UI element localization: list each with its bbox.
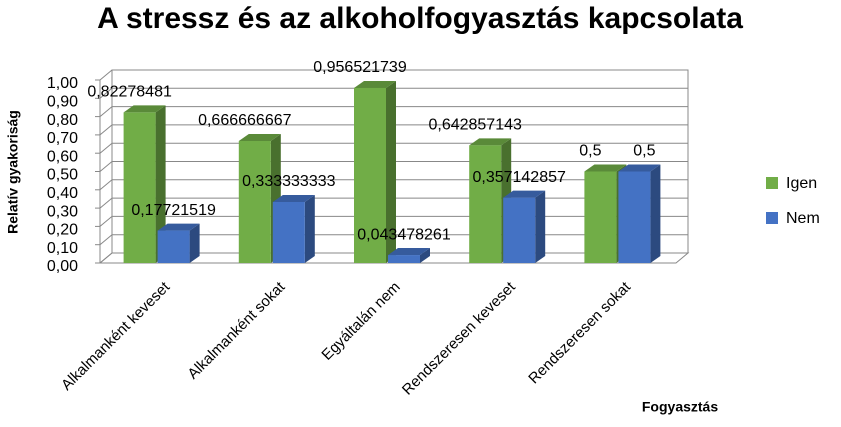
x-tick-label: Rendszeresen sokat [525,278,634,387]
y-tick-label: 0,00 [47,258,78,275]
y-tick-label: 0,50 [47,167,78,184]
bar-top [503,190,546,198]
legend-label: Nem [786,210,820,227]
bar [238,141,271,263]
bar-top [123,105,166,113]
y-tick-label: 0,80 [47,112,78,129]
y-axis-title: Relatív gyakoriság [5,110,21,234]
bar-side [420,248,430,263]
legend-label: Igen [786,175,817,192]
chart-title: A stressz és az alkoholfogyasztás kapcso… [97,2,743,35]
bar-side [155,105,166,263]
bar-side [189,223,200,263]
y-tick-label: 0,70 [47,130,78,147]
bar-top [157,223,200,231]
bar [123,112,156,263]
data-label: 0,17721519 [131,202,216,219]
bar [618,171,651,263]
data-label: 0,956521739 [313,59,407,76]
x-axis-title: Fogyasztás [642,399,718,415]
grid-line [99,197,113,209]
data-label: 0,5 [633,143,655,160]
bar-top [469,138,512,146]
data-label: 0,666666667 [198,112,292,129]
bar [584,171,617,263]
grid-line [99,87,113,99]
grid-line [99,216,113,227]
bar-top [618,164,661,172]
bar [503,197,536,263]
data-label: 0,357142857 [472,169,566,186]
grid-line [99,142,113,154]
bar-side [650,164,661,263]
grid-line [99,124,113,136]
y-tick-label: 0,10 [47,240,78,257]
grid-line [99,252,113,264]
bar-side [386,80,396,264]
grid-line [99,106,113,117]
data-label: 0,82278481 [87,84,172,101]
y-tick-label: 0,40 [47,185,78,202]
bar-top [272,195,315,202]
x-tick-label: Alkalmanként keveset [58,278,174,394]
x-tick-label: Egyáltalán nem [318,279,403,364]
bar-top [388,248,430,256]
legend-swatch [766,212,778,224]
x-tick-label: Alkalmanként sokat [184,278,289,383]
y-tick-label: 0,60 [47,148,78,165]
y-tick-label: 0,30 [47,203,78,220]
data-label: 0,333333333 [242,173,336,190]
bar [388,255,420,263]
y-tick-label: 0,90 [47,94,78,111]
legend-swatch [766,177,778,189]
bar-top [584,164,627,172]
bar [354,87,386,264]
data-label: 0,043478261 [357,226,451,243]
data-label: 0,5 [579,143,601,160]
data-label: 0,642857143 [428,117,522,134]
bar-top [238,134,281,141]
bar-top [354,80,396,88]
bar [469,145,502,263]
bar [157,230,190,263]
grid-line [99,161,113,172]
y-tick-label: 0,20 [47,222,78,239]
bar [272,202,305,263]
bar-side [304,195,315,263]
grid-line [99,234,113,246]
bar-side [535,190,546,263]
grid-line [99,69,113,81]
grid-line [99,179,113,191]
x-tick-label: Rendszeresen keveset [399,278,520,399]
y-tick-label: 1,00 [47,75,78,92]
